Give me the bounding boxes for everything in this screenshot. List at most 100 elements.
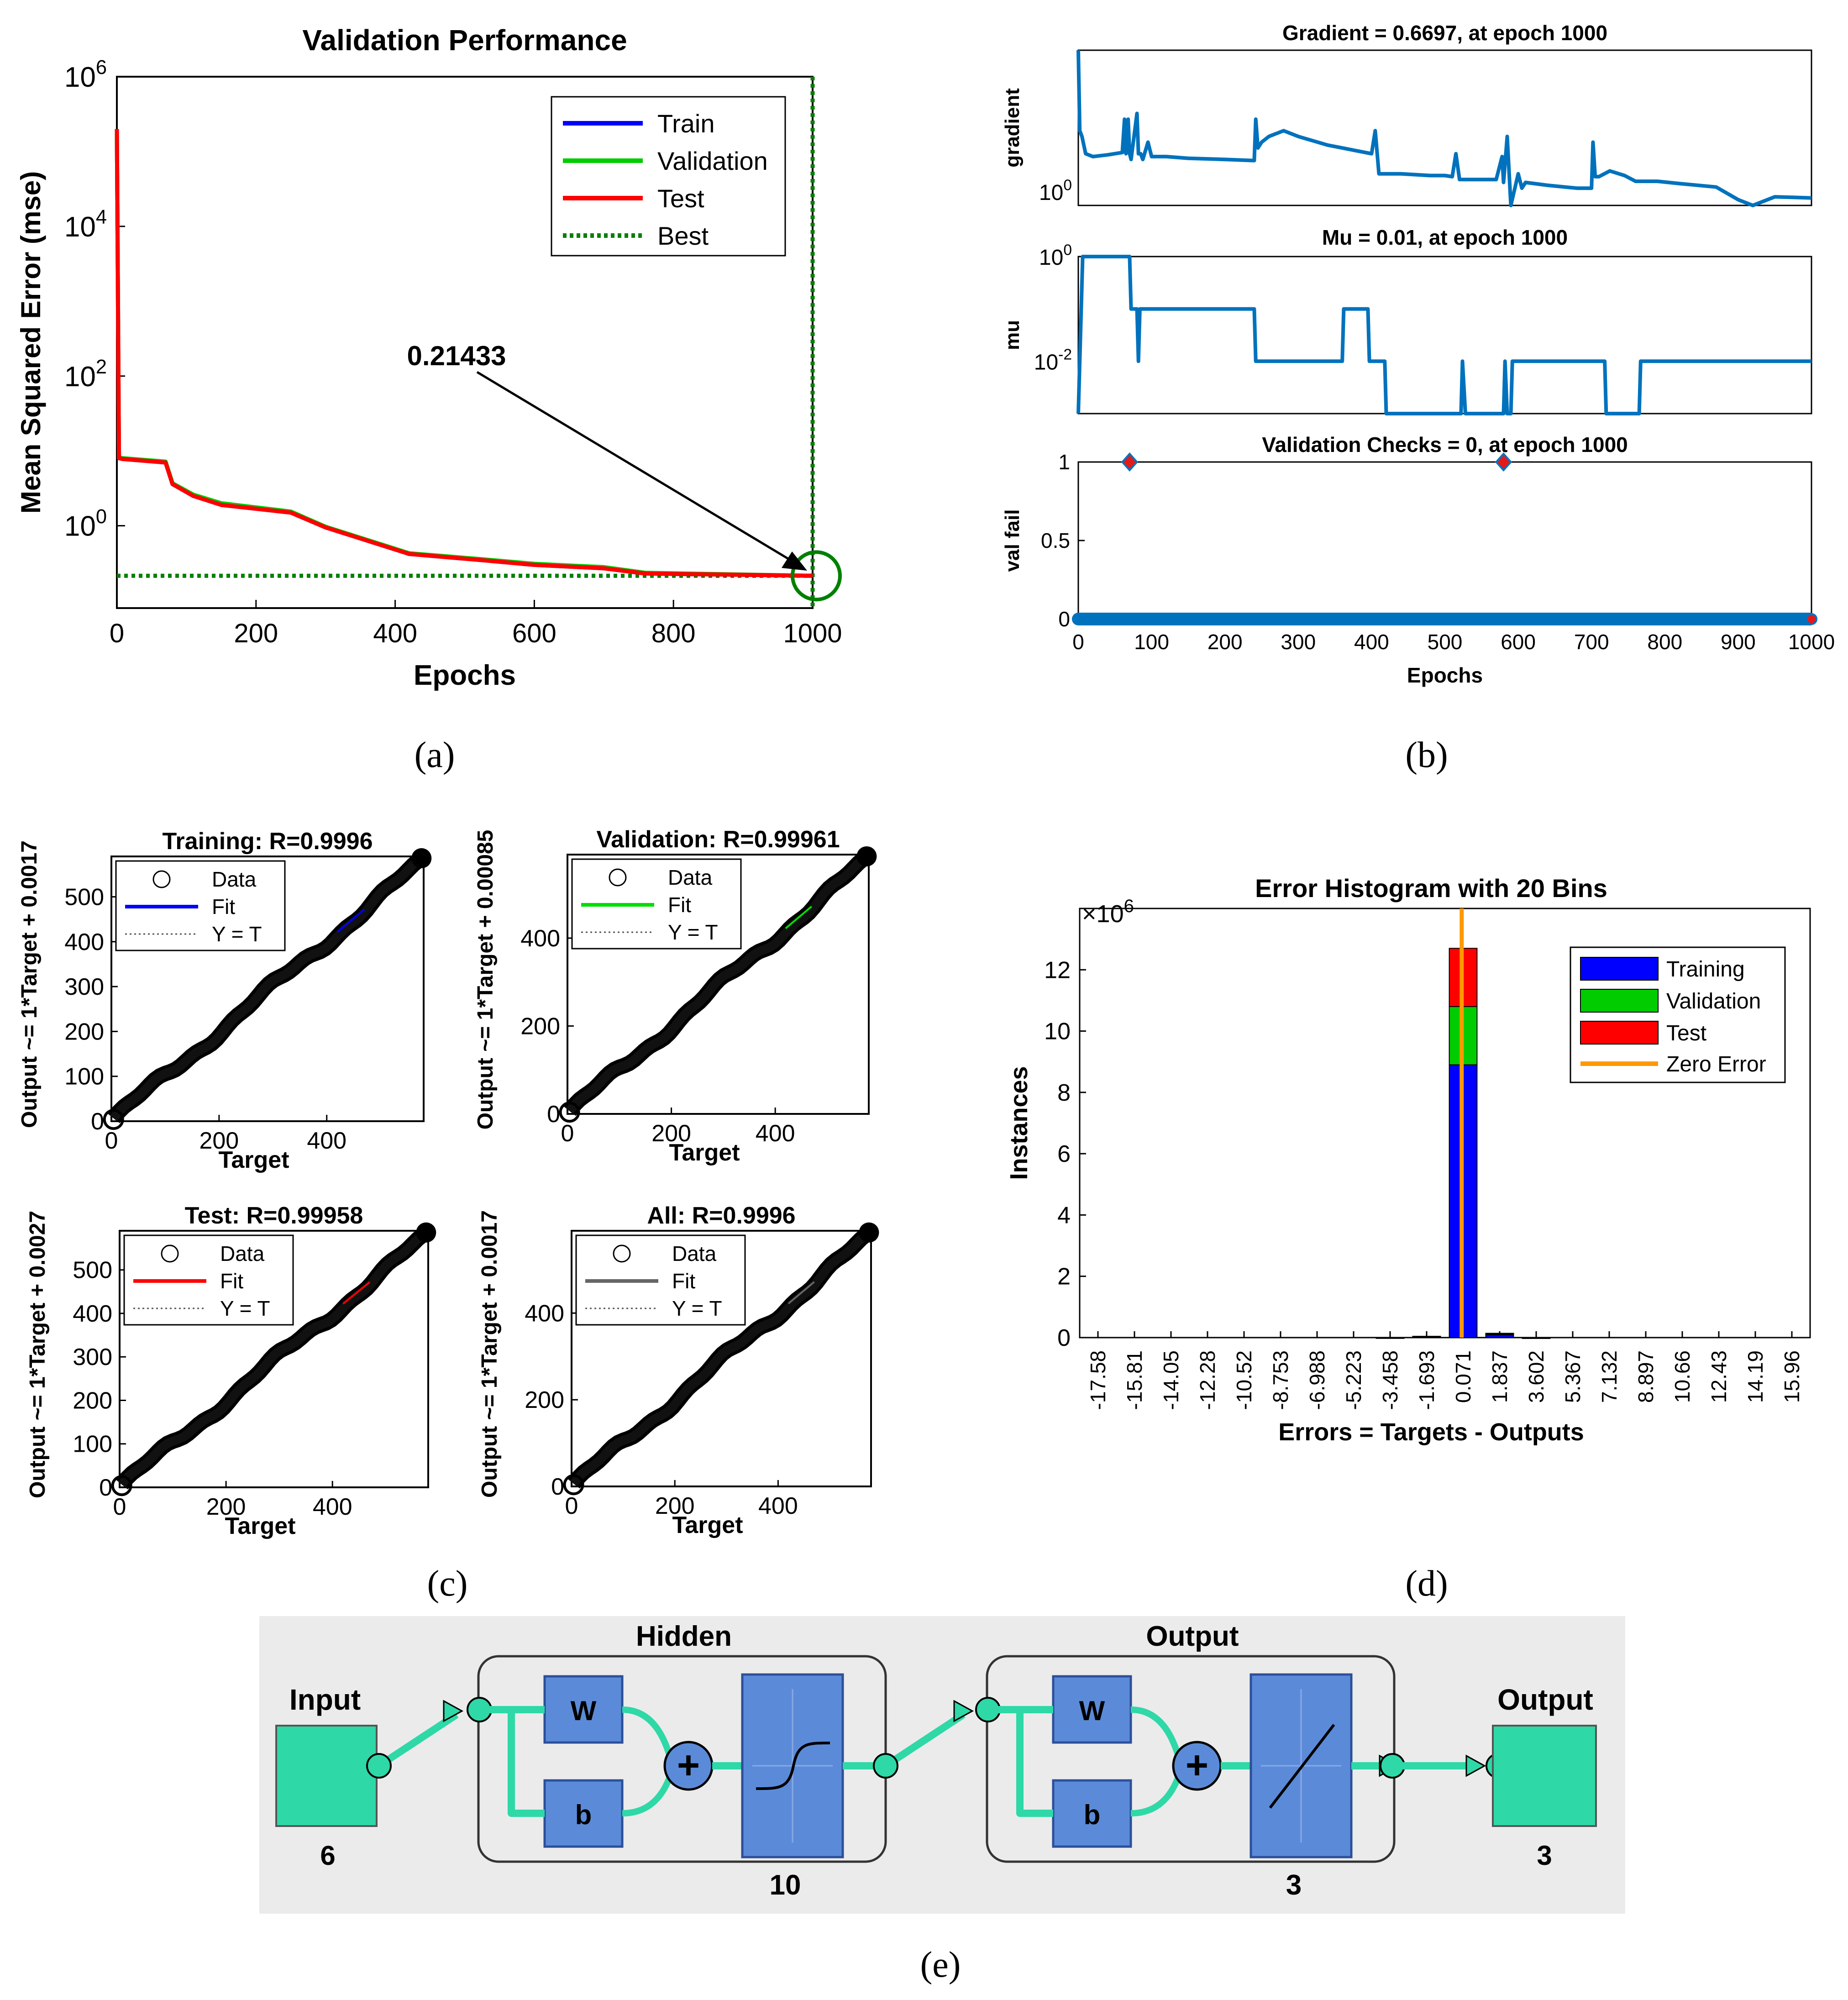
y-tick-label: 106 <box>64 57 107 93</box>
arrow-head <box>1465 1754 1486 1777</box>
fit-line <box>337 908 365 933</box>
x-tick-label: 600 <box>512 619 556 648</box>
legend-swatch <box>1580 1021 1659 1045</box>
data-start-marker <box>563 1474 584 1496</box>
y-tick-label: 100 <box>1039 177 1072 205</box>
x-axis-label: Target <box>218 1147 289 1173</box>
legend-label: Y = T <box>212 922 262 946</box>
weight-wire <box>1130 1706 1182 1759</box>
x-tick-label: 15.96 <box>1780 1350 1804 1403</box>
regression-c1: Training: R=0.9996 0 200 400 0 100 200 300 400 50… <box>17 828 432 1173</box>
x-tick-label: -5.223 <box>1342 1350 1365 1410</box>
y-axis-label: Instances <box>1005 1066 1033 1180</box>
x-tick-label: -15.81 <box>1123 1350 1146 1410</box>
annotation-text: 0.21433 <box>407 341 506 371</box>
annotation-arrow <box>476 371 795 564</box>
x-tick-label: 400 <box>307 1128 346 1154</box>
connection-line <box>988 1706 1053 1817</box>
legend-label: Validation <box>657 147 768 175</box>
weight-wire <box>622 1706 673 1759</box>
y-axis-label: val fail <box>1001 509 1024 572</box>
x-tick-label: 1000 <box>783 619 842 648</box>
weight-label: W <box>571 1696 597 1726</box>
x-axis-label: Target <box>225 1513 295 1539</box>
regression-c4: All: R=0.9996 0 200 400 0 200 400 Target Output … <box>478 1202 879 1538</box>
chart-title: Validation: R=0.99961 <box>596 826 840 853</box>
caption-b: (b) <box>1405 735 1448 775</box>
axes-frame <box>1077 461 1812 620</box>
x-tick-label: 100 <box>1134 630 1169 654</box>
bias-block <box>543 1779 624 1848</box>
x-tick-label: 3.602 <box>1524 1350 1548 1403</box>
legend-label: Fit <box>220 1269 243 1293</box>
legend-label: Y = T <box>668 920 718 944</box>
data-end-marker <box>416 1222 436 1243</box>
legend-label: Best <box>657 221 709 250</box>
y-tick-label: 0 <box>99 1475 112 1501</box>
y-tick-label: 100 <box>64 1064 104 1090</box>
x-tick-label: 0.071 <box>1451 1350 1475 1403</box>
layer-size: 3 <box>1286 1869 1302 1901</box>
y-tick-label: 100 <box>64 506 107 542</box>
x-tick-label: -17.58 <box>1086 1350 1110 1410</box>
data-start-marker <box>111 1475 132 1496</box>
connection-line <box>377 1711 459 1769</box>
x-tick-label: 10.66 <box>1670 1350 1694 1403</box>
x-axis-label: Target <box>672 1512 743 1538</box>
series-test <box>115 129 813 578</box>
bias-label: b <box>1084 1800 1101 1830</box>
bar-test <box>1376 1337 1405 1339</box>
y-axis-label: Output ~= 1*Target + 0.0027 <box>26 1211 50 1498</box>
x-axis-label: Epochs <box>414 660 516 691</box>
legend-label: Training <box>1666 957 1745 982</box>
fit-line <box>785 906 813 929</box>
axes-frame <box>1077 256 1812 415</box>
y-axis-label: Output ~= 1*Target + 0.0017 <box>17 840 42 1128</box>
chart-title: Mu = 0.01, at epoch 1000 <box>1322 226 1568 249</box>
x-tick-label: 7.132 <box>1597 1350 1621 1403</box>
x-tick-label: 0 <box>1072 630 1084 654</box>
y-multiplier: ×106 <box>1082 896 1134 928</box>
layer-label: Hidden <box>636 1621 732 1652</box>
x-tick-label: 200 <box>655 1493 695 1519</box>
x-tick-label: 900 <box>1721 630 1756 654</box>
x-tick-label: -12.28 <box>1196 1350 1219 1410</box>
y-tick-label: 8 <box>1057 1080 1071 1106</box>
y-tick-label: 12 <box>1044 957 1071 983</box>
layer-size: 10 <box>770 1869 801 1901</box>
x-tick-label: 200 <box>206 1494 246 1520</box>
caption-c: (c) <box>427 1564 468 1604</box>
y-tick-label: 10-2 <box>1034 346 1072 375</box>
x-tick-label: 200 <box>234 619 278 648</box>
x-tick-label: 5.367 <box>1561 1350 1585 1403</box>
x-tick-label: 14.19 <box>1743 1350 1767 1403</box>
x-axis-label: Epochs <box>1407 663 1483 687</box>
legend-label: Data <box>212 867 257 891</box>
annotation-arrowhead <box>782 551 807 571</box>
panel-d: Error Histogram with 20 Bins ×106 0 2 4 6 8 10 1… <box>1005 874 1811 1446</box>
panel-a: Validation Performance 0 200 400 600 800 1000 1… <box>16 24 842 691</box>
arrow-head <box>443 1700 464 1722</box>
legend-label: Test <box>1666 1021 1706 1045</box>
chart-title: Test: R=0.99958 <box>185 1202 363 1229</box>
y-tick-label: 300 <box>64 974 104 1000</box>
x-tick-label: 1.837 <box>1488 1350 1512 1403</box>
x-tick-label: 0 <box>561 1120 574 1147</box>
x-tick-label: 0 <box>565 1493 578 1519</box>
legend-data-marker <box>161 1244 179 1263</box>
bar-test <box>1522 1337 1551 1339</box>
chart-title: Training: R=0.9996 <box>163 828 373 855</box>
y-tick-label: 0.5 <box>1041 529 1070 552</box>
data-end-marker <box>411 848 432 868</box>
y-tick-label: 200 <box>520 1013 560 1039</box>
data-points-core <box>118 1228 430 1488</box>
data-points-core <box>566 852 871 1114</box>
x-tick-label: 800 <box>651 619 696 648</box>
x-tick-label: 800 <box>1647 630 1682 654</box>
chart-title: Gradient = 0.6697, at epoch 1000 <box>1282 21 1607 45</box>
caption-d: (d) <box>1405 1564 1448 1604</box>
val-fail-baseline <box>1078 613 1811 625</box>
legend-label: Fit <box>668 893 691 917</box>
legend-label: Data <box>668 866 713 889</box>
